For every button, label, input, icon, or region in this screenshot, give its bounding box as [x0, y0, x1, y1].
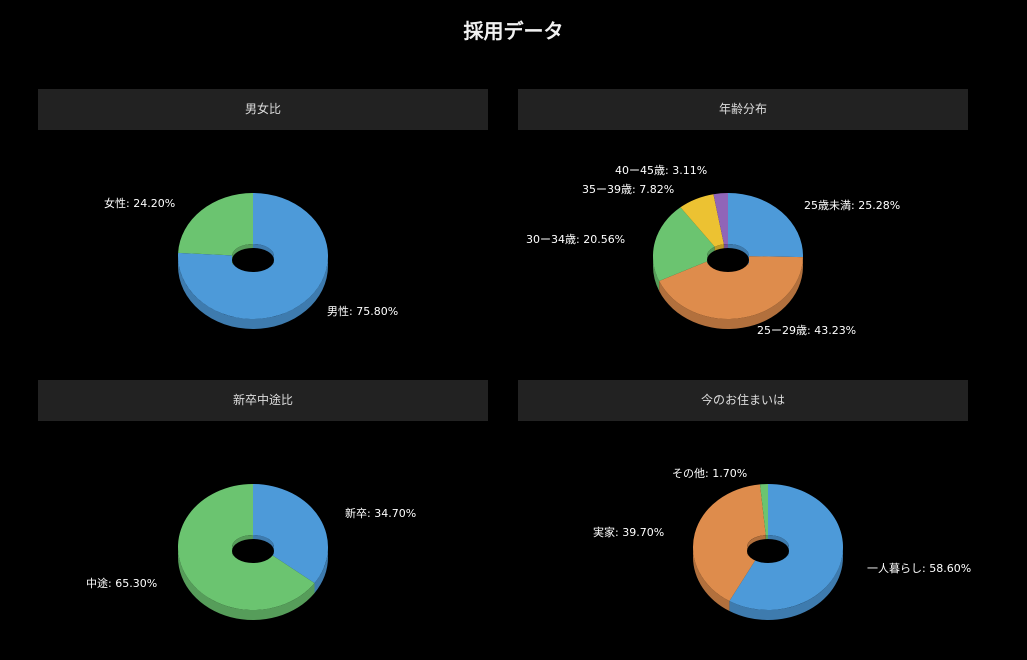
slice-label: 40ー45歳: 3.11%	[615, 164, 707, 177]
slice-label: 25ー29歳: 43.23%	[757, 324, 856, 337]
donut-hole	[707, 248, 749, 272]
donut-hole	[232, 539, 274, 563]
slice-label: 25歳未満: 25.28%	[804, 199, 900, 212]
donut-hole	[747, 539, 789, 563]
pie-chart: 一人暮らし: 58.60% 実家: 39.70% その他: 1.70%	[593, 467, 971, 620]
slice-label: その他: 1.70%	[672, 467, 747, 480]
slice-label: 男性: 75.80%	[327, 304, 398, 318]
slice-label: 実家: 39.70%	[593, 525, 664, 539]
slice-label: 新卒: 34.70%	[345, 506, 416, 520]
slice-label: 35ー39歳: 7.82%	[582, 183, 674, 196]
pie-chart: 男性: 75.80% 女性: 24.20%	[104, 193, 398, 329]
pie-chart: 25歳未満: 25.28% 25ー29歳: 43.23% 30ー34歳: 20.56…	[526, 164, 900, 337]
slice-label: 一人暮らし: 58.60%	[867, 561, 971, 575]
pie-chart: 新卒: 34.70% 中途: 65.30%	[86, 484, 416, 620]
slice-label: 30ー34歳: 20.56%	[526, 233, 625, 246]
slice-label: 女性: 24.20%	[104, 196, 175, 210]
charts-layer: 男性: 75.80% 女性: 24.20% 25歳未満: 25.28% 25ー29歳:…	[0, 0, 1027, 639]
slice-label: 中途: 65.30%	[86, 576, 157, 590]
donut-hole	[232, 248, 274, 272]
